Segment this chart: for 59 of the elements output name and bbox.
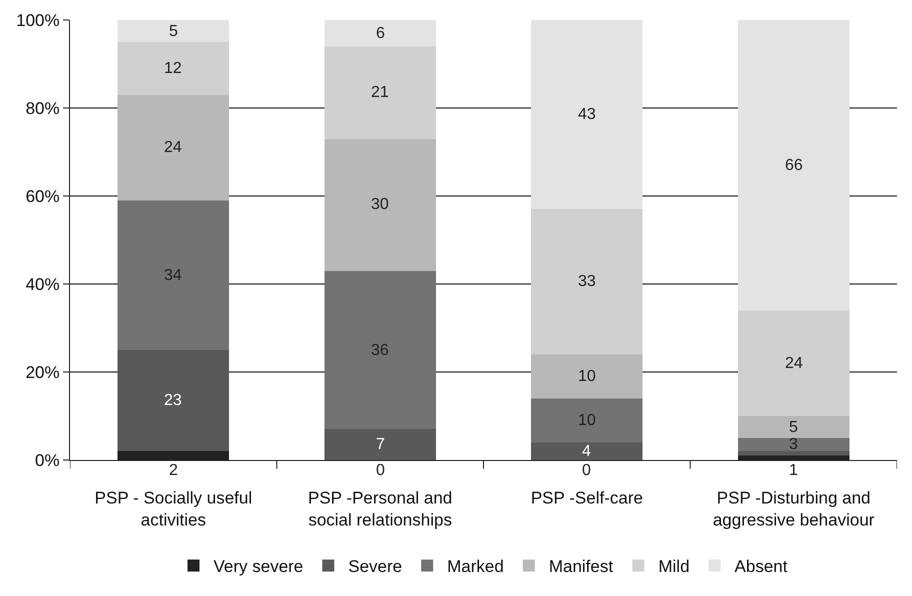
bar	[118, 94, 230, 200]
legend-label: Manifest	[548, 557, 614, 576]
data-label: 12	[164, 60, 182, 77]
y-tick-label: 100%	[16, 10, 60, 30]
data-label: 33	[578, 273, 596, 290]
bar	[738, 20, 850, 310]
bar	[531, 209, 643, 354]
data-label: 2	[169, 462, 178, 479]
data-label: 0	[582, 462, 591, 479]
bar	[531, 20, 643, 210]
data-label: 36	[371, 342, 389, 359]
bar	[118, 350, 230, 452]
data-label: 3	[789, 436, 798, 453]
x-tick-label: PSP -Self-care	[530, 488, 643, 508]
x-tick-label: PSP -Personal and social relationships	[308, 488, 452, 530]
data-label: 21	[371, 84, 389, 101]
bar	[118, 20, 230, 42]
y-tick-label: 60%	[26, 186, 60, 206]
bar	[324, 270, 436, 430]
y-tick-label: 20%	[26, 362, 60, 382]
x-tick-label: PSP - Socially useful activities	[94, 488, 252, 530]
data-label: 10	[578, 368, 596, 385]
bar	[324, 429, 436, 460]
legend-label: Marked	[447, 557, 504, 576]
legend-label: Very severe	[214, 557, 304, 576]
y-tick-label: 0%	[35, 450, 60, 470]
bar	[738, 451, 850, 456]
bar	[324, 20, 436, 46]
data-label: 4	[582, 443, 591, 460]
data-label: 5	[169, 23, 178, 40]
bar	[324, 138, 436, 271]
bar	[531, 354, 643, 398]
data-label: 7	[376, 436, 385, 453]
data-label: 1	[789, 462, 798, 479]
y-tick-label: 40%	[26, 274, 60, 294]
data-label: 24	[164, 139, 182, 156]
legend-label: Mild	[658, 557, 690, 576]
bar	[531, 398, 643, 442]
y-tick-label: 80%	[26, 98, 60, 118]
legend-label: Severe	[348, 557, 402, 576]
x-tick-label: PSP -Disturbing and aggressive behaviour	[712, 488, 875, 530]
data-label: 0	[376, 462, 385, 479]
bar	[738, 416, 850, 438]
bar	[738, 310, 850, 416]
data-label: 30	[371, 196, 389, 213]
bar	[118, 42, 230, 95]
data-label: 10	[578, 412, 596, 429]
data-label: 6	[376, 25, 385, 42]
data-label: 66	[785, 157, 803, 174]
data-label: 24	[785, 355, 803, 372]
data-label: 43	[578, 106, 596, 123]
bar	[738, 438, 850, 452]
bar	[118, 200, 230, 350]
data-label: 23	[164, 392, 182, 409]
bar	[531, 442, 643, 460]
data-label: 34	[164, 267, 182, 284]
data-label: 5	[789, 419, 798, 436]
bar	[324, 46, 436, 139]
legend-label: Absent	[734, 557, 788, 576]
